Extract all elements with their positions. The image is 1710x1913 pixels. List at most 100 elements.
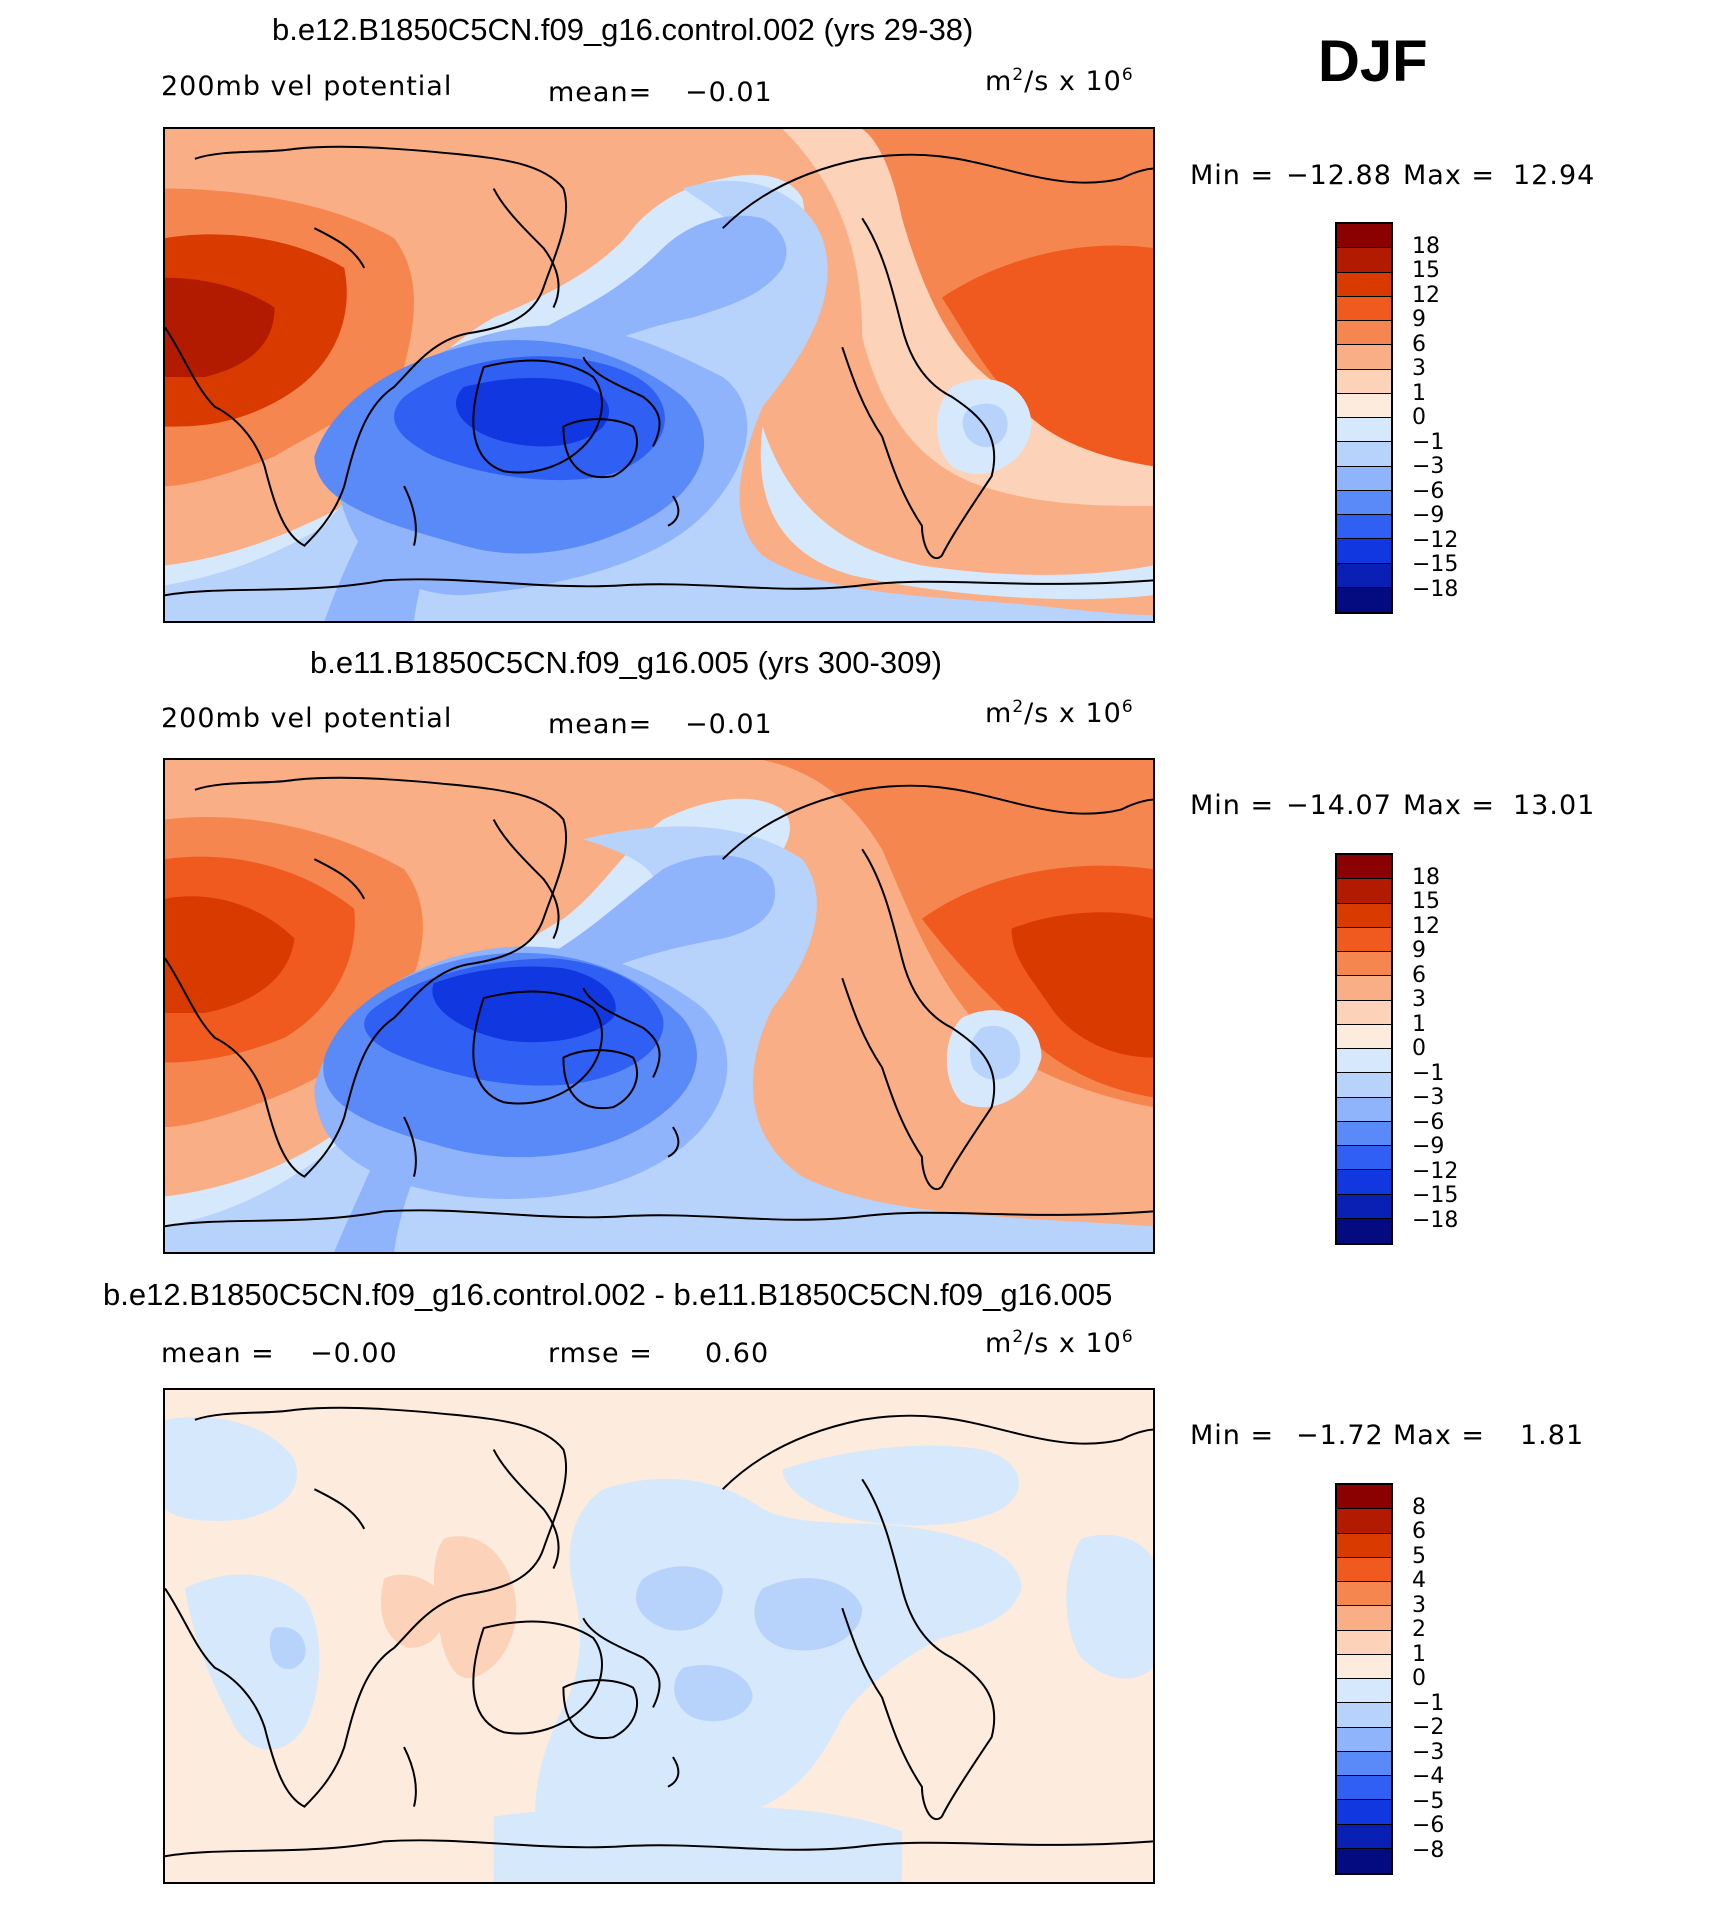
colorbar-swatch bbox=[1337, 1097, 1391, 1122]
colorbar-swatch bbox=[1337, 1630, 1391, 1655]
colorbar-swatch bbox=[1337, 1194, 1391, 1219]
panel-2-colorbar bbox=[1335, 853, 1393, 1245]
colorbar-swatch bbox=[1337, 879, 1391, 904]
colorbar-tick-label: −1 bbox=[1412, 1061, 1445, 1086]
colorbar-tick-label: −2 bbox=[1412, 1715, 1445, 1740]
colorbar-swatch bbox=[1337, 466, 1391, 491]
colorbar-tick-label: −8 bbox=[1412, 1838, 1445, 1863]
colorbar-swatch bbox=[1337, 345, 1391, 370]
colorbar-tick-label: −4 bbox=[1412, 1764, 1445, 1789]
colorbar-swatch bbox=[1337, 563, 1391, 588]
colorbar-tick-label: −1 bbox=[1412, 430, 1445, 455]
panel-3-max-label: Max = bbox=[1393, 1420, 1486, 1451]
panel-3-map bbox=[163, 1388, 1155, 1884]
panel-3-title: b.e12.B1850C5CN.f09_g16.control.002 - b.… bbox=[103, 1277, 1113, 1312]
colorbar-swatch bbox=[1337, 952, 1391, 977]
colorbar-tick-label: 6 bbox=[1412, 1519, 1426, 1544]
panel-1-colorbar bbox=[1335, 222, 1393, 614]
panel-2-variable-label: 200mb vel potential bbox=[161, 703, 453, 734]
colorbar-swatch bbox=[1337, 587, 1391, 612]
colorbar-swatch bbox=[1337, 855, 1391, 880]
colorbar-tick-label: 4 bbox=[1412, 1568, 1426, 1593]
panel-3-units: m2/s x 106 bbox=[985, 1327, 1134, 1359]
colorbar-tick-label: −6 bbox=[1412, 1813, 1445, 1838]
panel-1-title: b.e12.B1850C5CN.f09_g16.control.002 (yrs… bbox=[272, 12, 974, 47]
panel-1-min-label: Min = bbox=[1190, 160, 1275, 191]
colorbar-swatch bbox=[1337, 1049, 1391, 1074]
panel-1-mean-value: −0.01 bbox=[685, 77, 773, 108]
colorbar-swatch bbox=[1337, 1751, 1391, 1776]
colorbar-tick-label: −15 bbox=[1412, 1183, 1459, 1208]
colorbar-tick-label: −18 bbox=[1412, 1208, 1459, 1233]
colorbar-tick-label: 3 bbox=[1412, 356, 1426, 381]
colorbar-swatch bbox=[1337, 272, 1391, 297]
colorbar-tick-label: 3 bbox=[1412, 987, 1426, 1012]
panel-2-units: m2/s x 106 bbox=[985, 697, 1134, 729]
panel-3-mean-value: −0.00 bbox=[310, 1338, 398, 1369]
colorbar-swatch bbox=[1337, 1218, 1391, 1243]
panel-2-max-label: Max = bbox=[1403, 790, 1496, 821]
panel-3-mean-label: mean = bbox=[161, 1338, 275, 1369]
colorbar-swatch bbox=[1337, 321, 1391, 346]
colorbar-swatch bbox=[1337, 248, 1391, 273]
colorbar-swatch bbox=[1337, 418, 1391, 443]
colorbar-tick-label: 1 bbox=[1412, 381, 1426, 406]
colorbar-tick-label: −1 bbox=[1412, 1691, 1445, 1716]
colorbar-swatch bbox=[1337, 1727, 1391, 1752]
colorbar-swatch bbox=[1337, 976, 1391, 1001]
colorbar-tick-label: 15 bbox=[1412, 258, 1440, 283]
panel-2-max-value: 13.01 bbox=[1513, 790, 1596, 821]
colorbar-tick-label: −9 bbox=[1412, 503, 1445, 528]
colorbar-tick-label: −3 bbox=[1412, 1740, 1445, 1765]
panel-2-min-label: Min = bbox=[1190, 790, 1275, 821]
colorbar-tick-label: −5 bbox=[1412, 1789, 1445, 1814]
colorbar-swatch bbox=[1337, 927, 1391, 952]
panel-1-min-value: −12.88 bbox=[1286, 160, 1392, 191]
colorbar-tick-label: 5 bbox=[1412, 1544, 1426, 1569]
panel-2-map bbox=[163, 758, 1155, 1254]
colorbar-swatch bbox=[1337, 1582, 1391, 1607]
colorbar-tick-label: −3 bbox=[1412, 454, 1445, 479]
colorbar-swatch bbox=[1337, 1170, 1391, 1195]
colorbar-tick-label: 18 bbox=[1412, 234, 1440, 259]
colorbar-tick-label: −6 bbox=[1412, 1110, 1445, 1135]
colorbar-tick-label: 3 bbox=[1412, 1593, 1426, 1618]
colorbar-tick-label: 12 bbox=[1412, 914, 1440, 939]
colorbar-tick-label: −3 bbox=[1412, 1085, 1445, 1110]
colorbar-swatch bbox=[1337, 903, 1391, 928]
colorbar-tick-label: 12 bbox=[1412, 283, 1440, 308]
colorbar-tick-label: −18 bbox=[1412, 577, 1459, 602]
colorbar-swatch bbox=[1337, 1654, 1391, 1679]
colorbar-swatch bbox=[1337, 1848, 1391, 1873]
colorbar-swatch bbox=[1337, 1557, 1391, 1582]
colorbar-tick-label: 0 bbox=[1412, 405, 1426, 430]
colorbar-swatch bbox=[1337, 539, 1391, 564]
panel-1-variable-label: 200mb vel potential bbox=[161, 71, 453, 102]
colorbar-swatch bbox=[1337, 1146, 1391, 1171]
colorbar-tick-label: 1 bbox=[1412, 1642, 1426, 1667]
colorbar-swatch bbox=[1337, 1800, 1391, 1825]
panel-2-min-value: −14.07 bbox=[1286, 790, 1392, 821]
colorbar-swatch bbox=[1337, 442, 1391, 467]
panel-3-min-label: Min = bbox=[1190, 1420, 1275, 1451]
colorbar-swatch bbox=[1337, 369, 1391, 394]
colorbar-swatch bbox=[1337, 1073, 1391, 1098]
colorbar-tick-label: −6 bbox=[1412, 479, 1445, 504]
colorbar-swatch bbox=[1337, 1776, 1391, 1801]
colorbar-tick-label: 9 bbox=[1412, 938, 1426, 963]
panel-3-colorbar bbox=[1335, 1483, 1393, 1875]
panel-1-contour-field bbox=[165, 129, 1153, 621]
colorbar-swatch bbox=[1337, 1824, 1391, 1849]
colorbar-tick-label: −12 bbox=[1412, 1159, 1459, 1184]
panel-1-max-value: 12.94 bbox=[1513, 160, 1596, 191]
colorbar-tick-label: 0 bbox=[1412, 1036, 1426, 1061]
colorbar-tick-label: −12 bbox=[1412, 528, 1459, 553]
colorbar-swatch bbox=[1337, 490, 1391, 515]
colorbar-swatch bbox=[1337, 1509, 1391, 1534]
colorbar-tick-label: 6 bbox=[1412, 332, 1426, 357]
colorbar-tick-label: −15 bbox=[1412, 552, 1459, 577]
panel-2-contour-field bbox=[165, 760, 1153, 1252]
colorbar-tick-label: 15 bbox=[1412, 889, 1440, 914]
panel-2-mean-label: mean= bbox=[548, 709, 653, 740]
colorbar-tick-label: 0 bbox=[1412, 1666, 1426, 1691]
